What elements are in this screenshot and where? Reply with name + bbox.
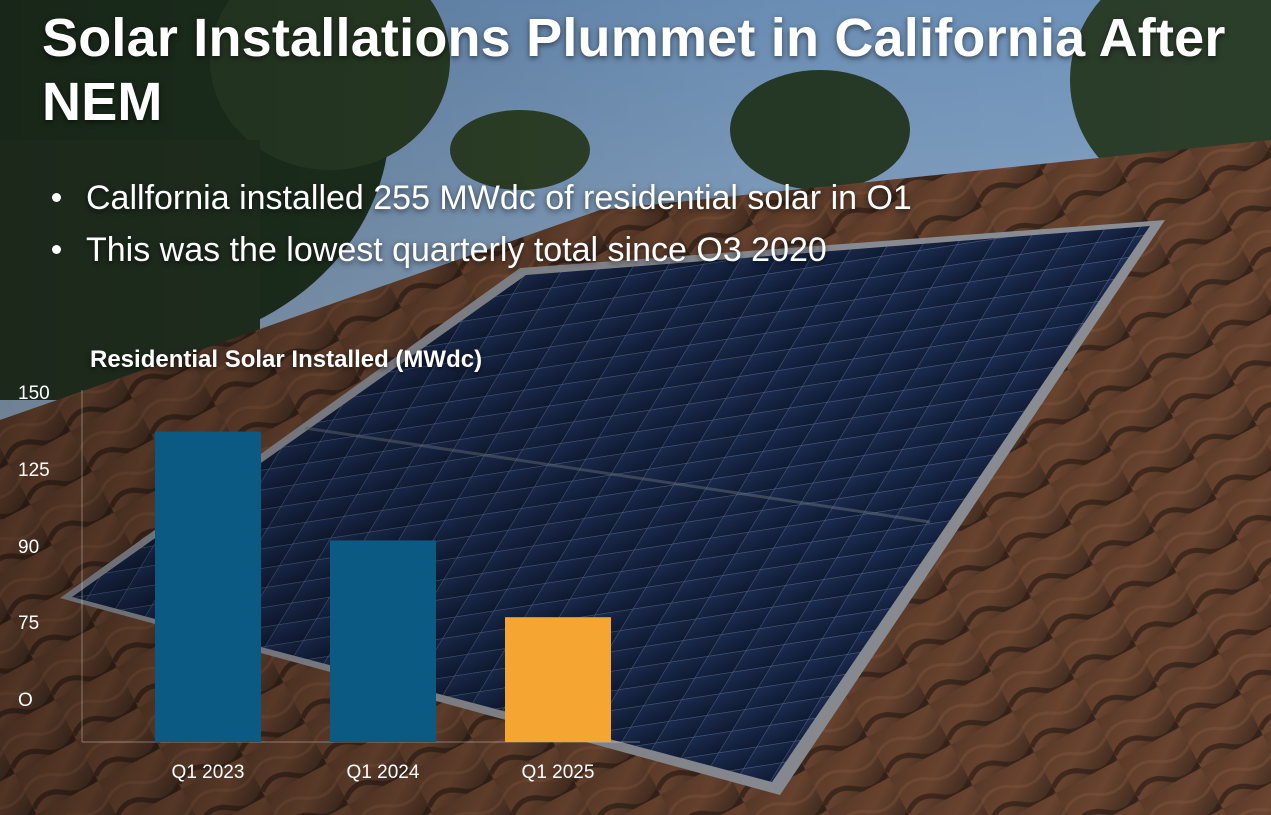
bar-q1-2023 bbox=[155, 431, 261, 742]
y-tick-label: 90 bbox=[18, 537, 39, 558]
x-category-label: Q1 2024 bbox=[347, 762, 420, 783]
x-axis-labels: Q1 2023 Q1 2024 Q1 2025 bbox=[172, 762, 595, 783]
bullet-dot-icon bbox=[52, 245, 61, 254]
y-tick-label: 150 bbox=[18, 383, 50, 404]
chart-bars bbox=[155, 431, 611, 742]
y-tick-label: O bbox=[18, 690, 33, 711]
y-tick-label: 75 bbox=[18, 613, 39, 634]
bullet-item: This was the lowest quarterly total sinc… bbox=[48, 224, 912, 276]
bullet-text: This was the lowest quarterly total sinc… bbox=[86, 231, 827, 269]
page-title: Solar Installations Plummet in Californi… bbox=[42, 8, 1226, 132]
bar-q1-2025 bbox=[505, 617, 611, 742]
bullet-text: Callfornia installed 255 MWdc of residen… bbox=[86, 179, 912, 217]
y-axis-ticks: 150 125 90 75 O bbox=[18, 383, 50, 711]
chart-title: Residential Solar Installed (MWdc) bbox=[90, 346, 483, 373]
bullet-dot-icon bbox=[52, 193, 61, 202]
bullet-list: Callfornia installed 255 MWdc of residen… bbox=[48, 172, 912, 276]
bullet-item: Callfornia installed 255 MWdc of residen… bbox=[48, 172, 912, 224]
y-tick-label: 125 bbox=[18, 460, 50, 481]
bar-q1-2024 bbox=[330, 540, 436, 742]
x-category-label: Q1 2023 bbox=[172, 762, 245, 783]
x-category-label: Q1 2025 bbox=[522, 762, 595, 783]
